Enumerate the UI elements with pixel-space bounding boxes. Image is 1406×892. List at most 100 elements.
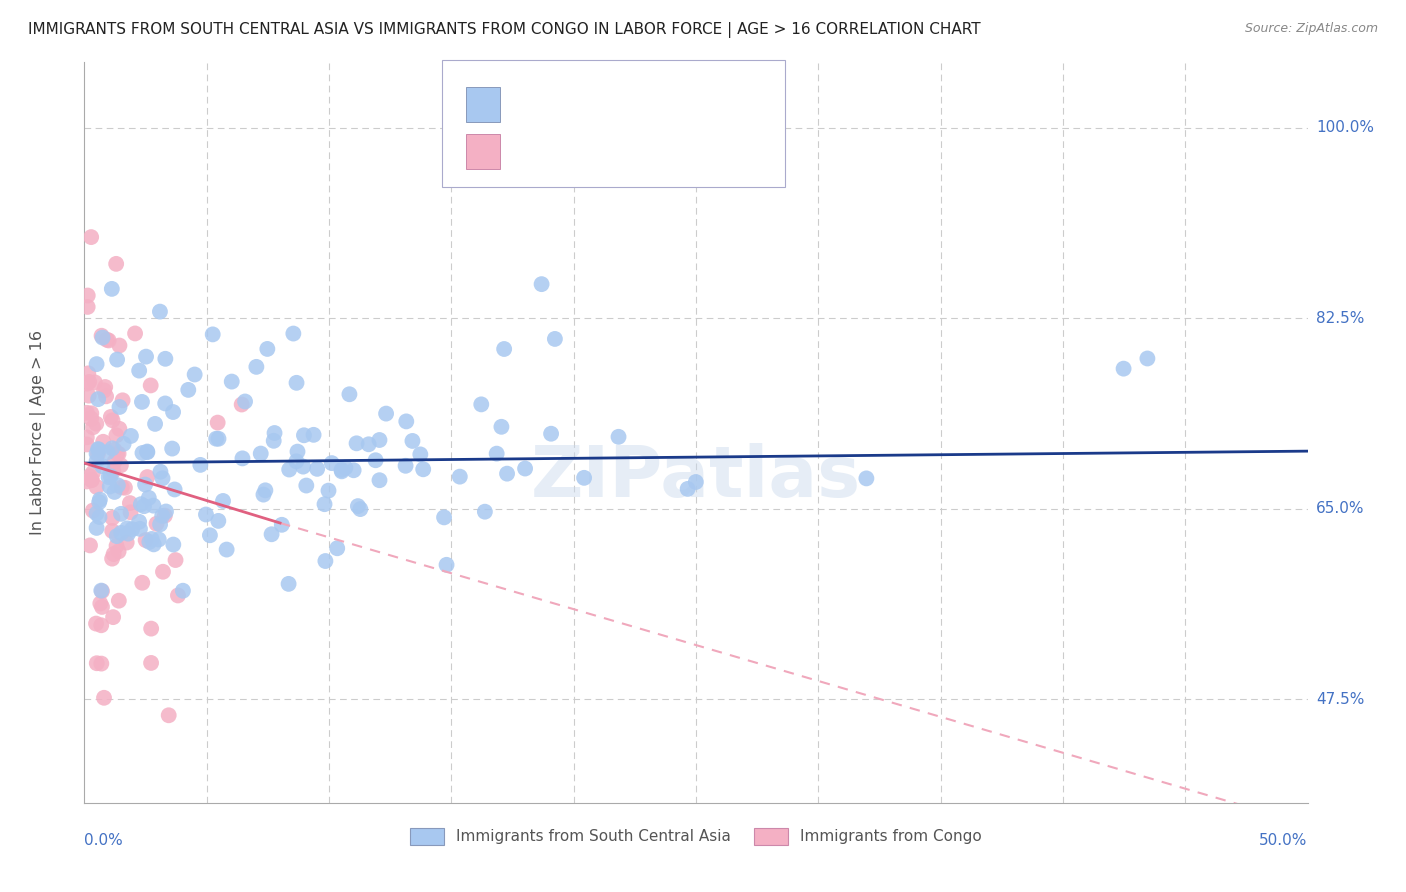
Point bbox=[84, 417, 107, 431]
Point bbox=[142, 499, 165, 513]
Point bbox=[110, 525, 132, 540]
Point bbox=[89, 596, 111, 610]
Point bbox=[433, 510, 456, 524]
Point bbox=[115, 521, 138, 535]
Point bbox=[141, 622, 163, 636]
Point bbox=[120, 429, 142, 443]
Point bbox=[1136, 351, 1159, 366]
Point bbox=[76, 437, 98, 451]
Point bbox=[129, 497, 152, 511]
Text: N =: N = bbox=[644, 143, 676, 161]
Point bbox=[131, 395, 153, 409]
Point bbox=[368, 473, 391, 487]
Point bbox=[108, 593, 131, 607]
Point bbox=[314, 497, 336, 511]
Text: R =: R = bbox=[515, 95, 553, 113]
Point bbox=[93, 384, 115, 398]
Point bbox=[83, 376, 105, 390]
Point bbox=[152, 471, 174, 485]
Point bbox=[607, 430, 630, 444]
Point bbox=[491, 419, 513, 434]
Point bbox=[128, 515, 150, 529]
Point bbox=[105, 539, 128, 553]
Point bbox=[90, 657, 112, 671]
Point bbox=[212, 494, 235, 508]
Point bbox=[277, 577, 299, 591]
Point bbox=[108, 400, 131, 414]
Point bbox=[91, 599, 114, 614]
Point bbox=[150, 508, 173, 523]
Point bbox=[285, 376, 308, 390]
Point bbox=[107, 544, 129, 558]
Point bbox=[101, 524, 124, 538]
Point bbox=[138, 535, 160, 549]
Point bbox=[94, 389, 117, 403]
Point bbox=[139, 378, 162, 392]
Point bbox=[364, 453, 387, 467]
Point bbox=[249, 446, 271, 460]
Point bbox=[346, 436, 368, 450]
Point bbox=[139, 656, 162, 670]
FancyBboxPatch shape bbox=[465, 87, 501, 122]
Point bbox=[263, 425, 285, 440]
Point bbox=[401, 434, 423, 448]
Point bbox=[117, 526, 139, 541]
Point bbox=[544, 332, 567, 346]
Point bbox=[855, 471, 877, 485]
Point bbox=[101, 511, 124, 525]
Point bbox=[148, 533, 170, 547]
Point bbox=[82, 466, 104, 480]
Point bbox=[349, 502, 371, 516]
Point bbox=[91, 434, 114, 449]
Text: 140: 140 bbox=[681, 95, 716, 113]
Text: R =: R = bbox=[515, 143, 553, 161]
Point bbox=[86, 507, 108, 521]
Text: 0.037: 0.037 bbox=[567, 95, 621, 113]
Point bbox=[314, 554, 336, 568]
Point bbox=[134, 477, 156, 491]
Point bbox=[347, 499, 370, 513]
Point bbox=[207, 432, 229, 446]
Text: ZIPatlas: ZIPatlas bbox=[531, 442, 860, 511]
Text: N =: N = bbox=[637, 95, 671, 113]
Point bbox=[141, 532, 163, 546]
Point bbox=[86, 480, 108, 494]
Text: Source: ZipAtlas.com: Source: ZipAtlas.com bbox=[1244, 22, 1378, 36]
Point bbox=[149, 517, 172, 532]
FancyBboxPatch shape bbox=[441, 61, 786, 186]
Point bbox=[163, 483, 186, 497]
Point bbox=[513, 461, 536, 475]
Point bbox=[101, 551, 124, 566]
Text: -0.076: -0.076 bbox=[567, 143, 628, 161]
Point bbox=[260, 527, 283, 541]
Point bbox=[93, 690, 115, 705]
Point bbox=[162, 538, 184, 552]
Point bbox=[110, 507, 132, 521]
Text: 0.0%: 0.0% bbox=[84, 833, 124, 848]
Point bbox=[339, 387, 361, 401]
Point bbox=[292, 428, 315, 442]
Point bbox=[80, 411, 103, 425]
Point bbox=[105, 529, 128, 543]
Legend: Immigrants from South Central Asia, Immigrants from Congo: Immigrants from South Central Asia, Immi… bbox=[405, 822, 987, 851]
Point bbox=[103, 547, 125, 561]
Point bbox=[254, 483, 277, 498]
Point bbox=[326, 541, 349, 556]
Point bbox=[318, 483, 340, 498]
Text: 47.5%: 47.5% bbox=[1316, 692, 1364, 706]
Point bbox=[245, 359, 267, 374]
Point bbox=[233, 394, 256, 409]
Point bbox=[540, 426, 562, 441]
Point bbox=[89, 495, 111, 509]
Text: 82.5%: 82.5% bbox=[1316, 310, 1364, 326]
Point bbox=[105, 257, 128, 271]
Point bbox=[1112, 361, 1135, 376]
Point bbox=[252, 487, 274, 501]
Point bbox=[103, 484, 125, 499]
Point bbox=[100, 409, 122, 424]
Point bbox=[198, 528, 221, 542]
Point bbox=[494, 342, 516, 356]
Point bbox=[120, 505, 142, 519]
Point bbox=[572, 471, 595, 485]
Point bbox=[98, 479, 121, 493]
